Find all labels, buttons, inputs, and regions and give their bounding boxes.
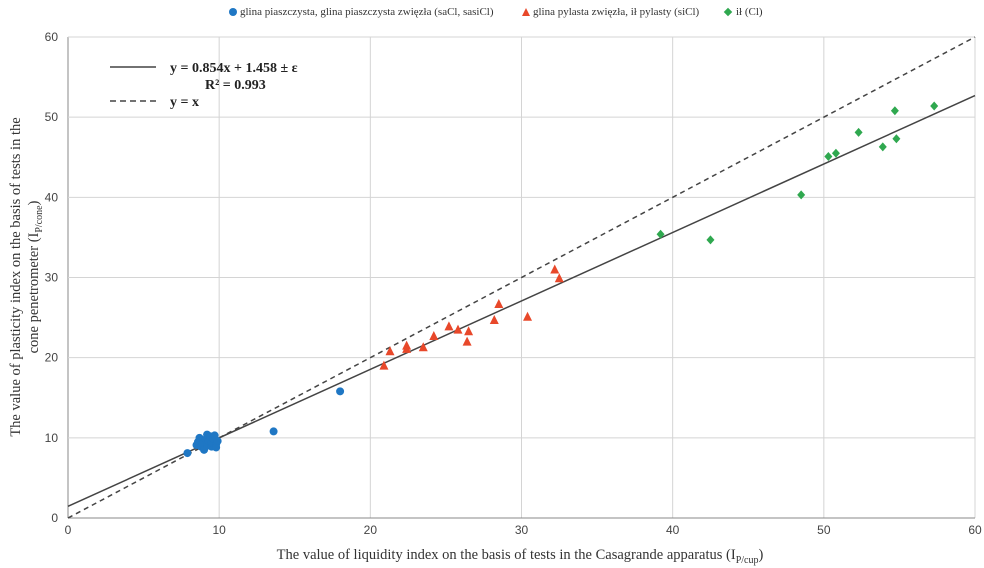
point-silty-clay	[494, 298, 504, 308]
x-tick-label: 0	[65, 523, 72, 537]
legend-item-sand-clay: glina piaszczysta, glina piaszczysta zwi…	[229, 6, 494, 18]
point-silty-clay	[444, 321, 454, 331]
y-tick-label: 20	[45, 351, 59, 365]
y-tick-label: 30	[45, 271, 59, 285]
identity-equation: y = x	[170, 95, 199, 110]
point-silty-clay	[523, 311, 533, 321]
chart-legend: glina piaszczysta, glina piaszczysta zwi…	[0, 6, 984, 22]
point-silty-clay	[554, 273, 564, 283]
equation-legend: y = 0.854x + 1.458 ± ε R² = 0.993 y = x	[110, 61, 298, 110]
point-silty-clay	[489, 314, 499, 324]
x-tick-label: 50	[817, 523, 831, 537]
x-tick-label: 20	[364, 523, 378, 537]
point-sand-clay	[269, 427, 278, 436]
point-silty-clay	[429, 331, 439, 341]
point-silty-clay	[453, 324, 463, 334]
x-tick-label: 40	[666, 523, 680, 537]
point-clay	[930, 101, 939, 111]
legend-label-silty-clay: glina pylasta zwięzła, ił pylasty (siCl)	[533, 6, 700, 18]
point-silty-clay	[462, 336, 472, 346]
y-tick-label: 60	[45, 30, 59, 44]
point-sand-clay	[212, 443, 221, 452]
y-axis-title-line1: The value of plasticity index on the bas…	[8, 117, 24, 436]
point-silty-clay	[385, 346, 395, 356]
y-axis-title-line2: cone penetrometer (IP/cone)	[26, 200, 45, 353]
x-tick-label: 60	[968, 523, 982, 537]
tick-labels: 0 10 20 30 40 50 60 0 10 20 30 40 50 60	[45, 30, 982, 537]
circle-marker-icon	[229, 8, 237, 16]
point-silty-clay	[379, 360, 389, 370]
point-clay	[890, 106, 899, 116]
point-clay	[854, 127, 863, 137]
point-clay	[656, 229, 665, 239]
regression-equation: y = 0.854x + 1.458 ± ε	[170, 61, 298, 76]
point-silty-clay	[418, 342, 428, 352]
y-tick-label: 0	[51, 511, 58, 525]
point-clay	[797, 190, 806, 200]
point-clay	[824, 151, 833, 161]
y-axis-title: The value of plasticity index on the bas…	[8, 117, 45, 436]
point-clay	[892, 134, 901, 144]
point-silty-clay	[464, 326, 474, 336]
y-tick-label: 40	[45, 190, 59, 204]
legend-label-clay: ił (Cl)	[736, 6, 763, 18]
point-clay	[706, 235, 715, 245]
point-clay	[831, 148, 840, 158]
x-tick-label: 10	[212, 523, 226, 537]
x-axis-title: The value of liquidity index on the basi…	[277, 547, 764, 566]
point-silty-clay	[550, 264, 560, 274]
y-tick-label: 50	[45, 110, 59, 124]
legend-item-silty-clay: glina pylasta zwięzła, ił pylasty (siCl)	[522, 6, 699, 18]
triangle-marker-icon	[522, 8, 530, 16]
point-sand-clay	[183, 449, 192, 458]
data-points	[183, 101, 939, 458]
r-squared-label: R² = 0.993	[205, 78, 266, 93]
point-sand-clay	[336, 387, 345, 396]
y-tick-label: 10	[45, 431, 59, 445]
point-silty-clay	[402, 343, 412, 353]
point-clay	[878, 142, 887, 152]
x-tick-label: 30	[515, 523, 529, 537]
legend-label-sand-clay: glina piaszczysta, glina piaszczysta zwi…	[240, 6, 494, 18]
point-sand-clay	[213, 437, 222, 446]
legend-item-clay: ił (Cl)	[723, 6, 763, 18]
